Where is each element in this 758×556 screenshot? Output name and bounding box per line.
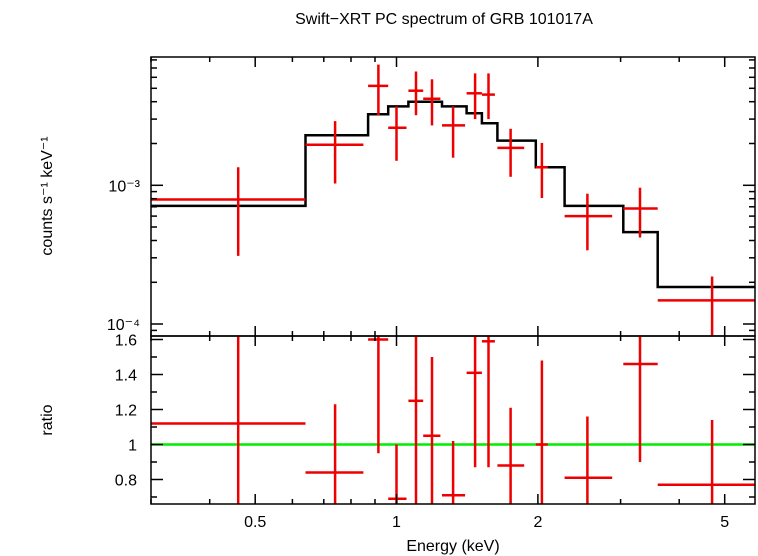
ratio-data-points — [151, 336, 755, 504]
spectrum-panel-ticks: 10⁻³ 10⁻⁴ — [107, 57, 755, 336]
chart-title: Swift−XRT PC spectrum of GRB 101017A — [295, 11, 593, 28]
spectrum-y-tick-label: 10⁻⁴ — [107, 317, 140, 334]
x-tick-label-2: 2 — [533, 514, 542, 531]
ratio-y-tick-label: 0.8 — [115, 473, 137, 490]
x-tick-label-5: 5 — [720, 514, 729, 531]
spectrum-y-tick-label: 10⁻³ — [108, 178, 140, 195]
ratio-panel-ticks: 0.8 1 1.2 1.4 1.6 — [115, 333, 755, 504]
model-step-line — [151, 100, 755, 289]
x-tick-labels: 0.5 1 2 5 — [244, 514, 729, 531]
model-histogram — [151, 100, 755, 289]
spectrum-data-points — [151, 64, 755, 336]
spectrum-panel: 10⁻³ 10⁻⁴ counts s⁻¹ keV⁻¹ — [39, 56, 756, 337]
ratio-panel: 0.8 1 1.2 1.4 1.6 ratio — [39, 333, 756, 505]
ratio-y-tick-label: 1.2 — [115, 403, 137, 420]
ratio-y-axis-label: ratio — [39, 404, 56, 435]
spectrum-y-axis-label: counts s⁻¹ keV⁻¹ — [39, 136, 56, 255]
ratio-y-tick-label: 1 — [128, 438, 137, 455]
x-tick-label-1: 1 — [392, 514, 401, 531]
spectrum-panel-frame — [150, 56, 756, 337]
x-tick-label-0.5: 0.5 — [244, 514, 266, 531]
ratio-y-tick-label: 1.6 — [115, 333, 137, 350]
x-axis-label: Energy (keV) — [406, 538, 499, 555]
ratio-panel-frame — [150, 335, 756, 505]
ratio-y-tick-label: 1.4 — [115, 368, 137, 385]
